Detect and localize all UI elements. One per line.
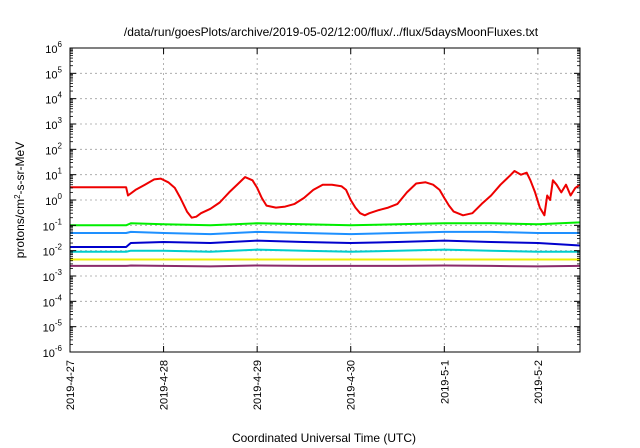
y-tick-label: 101 (45, 167, 62, 183)
x-tick-label: 2019-4-30 (346, 360, 358, 410)
y-tick-label: 10-3 (43, 268, 63, 284)
y-axis-label: protons/cm2-s-sr-MeV (13, 142, 28, 258)
x-tick-label: 2019-4-28 (159, 360, 171, 410)
y-tick-label: 105 (45, 65, 62, 81)
series-line-1 (70, 221, 581, 227)
y-tick-label: 100 (45, 192, 62, 208)
series-line-4 (70, 248, 580, 253)
series-line-0 (70, 170, 581, 219)
y-tick-label: 103 (45, 116, 62, 132)
y-tick-label: 102 (45, 141, 62, 157)
x-axis-label: Coordinated Universal Time (UTC) (232, 431, 416, 445)
y-tick-label: 10-2 (43, 243, 63, 259)
y-tick-label: 10-6 (43, 344, 63, 360)
series-line-3 (70, 239, 581, 248)
x-tick-label: 2019-4-27 (65, 360, 77, 410)
data-series (70, 170, 581, 268)
y-tick-label: 106 (45, 40, 62, 56)
y-tick-label: 10-1 (43, 217, 63, 233)
x-tick-label: 2019-5-2 (533, 360, 545, 404)
grid-lines (70, 48, 580, 352)
chart-title: /data/run/goesPlots/archive/2019-05-02/1… (124, 25, 539, 39)
series-line-6 (70, 264, 581, 268)
y-tick-label: 104 (45, 91, 62, 107)
y-tick-label: 10-4 (43, 293, 63, 309)
x-axis-ticks: 2019-4-27 2019-4-28 2019-4-29 2019-4-30 2019… (65, 48, 545, 410)
y-axis-ticks: 10-6 10-5 10-4 10-3 10-2 10-1 100 101 102 103 104 1… (43, 40, 580, 360)
x-tick-label: 2019-5-1 (439, 360, 451, 404)
y-tick-label: 10-5 (43, 319, 63, 335)
series-line-2 (70, 230, 580, 236)
x-tick-label: 2019-4-29 (252, 360, 264, 410)
